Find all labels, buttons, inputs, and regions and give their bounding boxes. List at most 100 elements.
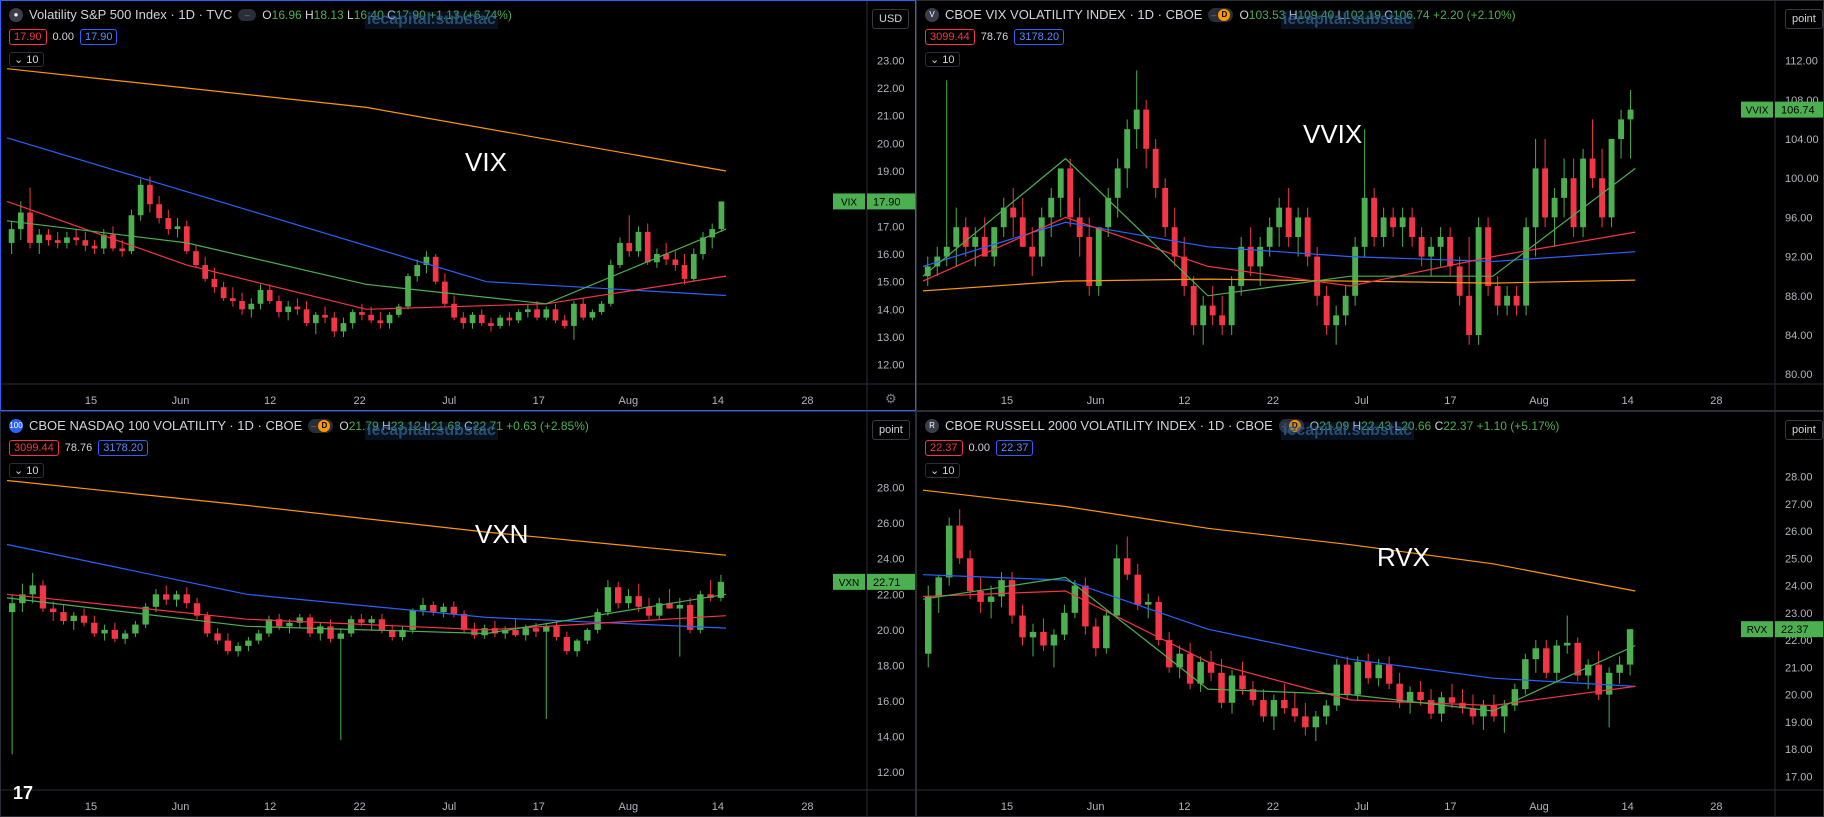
candle-body	[327, 626, 334, 639]
us-flag-icon: ●	[9, 7, 23, 22]
x-tick-label: Aug	[619, 395, 639, 407]
candle-body	[478, 314, 485, 324]
vix-chart-svg[interactable]: 23.0022.0021.0020.0019.0018.0017.0016.00…	[1, 1, 916, 411]
candle-body	[1570, 178, 1577, 228]
legend-title[interactable]: CBOE RUSSELL 2000 VOLATILITY INDEX · 1D …	[945, 418, 1273, 433]
candle-body	[1176, 653, 1183, 668]
candle-body	[1561, 178, 1568, 198]
candle-body	[1522, 659, 1529, 690]
candle-body	[553, 626, 560, 638]
candle-body	[285, 306, 292, 313]
y-tick-label: 26.00	[1785, 526, 1813, 538]
x-tick-label: 14	[712, 395, 724, 407]
gear-icon[interactable]: ⚙	[885, 391, 897, 406]
candle-body	[589, 312, 596, 318]
candle-body	[1504, 295, 1511, 306]
currency-button[interactable]: USD	[872, 9, 910, 29]
collapse-indicators-button[interactable]: ⌄ 10	[9, 52, 44, 67]
candle-body	[1542, 168, 1549, 218]
candle-body	[173, 594, 180, 600]
candle-body	[1428, 246, 1435, 257]
y-tick-label: 96.00	[1785, 212, 1813, 224]
x-tick-label: 28	[1710, 801, 1722, 813]
candle-body	[1418, 237, 1425, 257]
candle-body	[220, 287, 227, 299]
scale-button[interactable]: point	[1785, 420, 1823, 440]
y-tick-label: 12.00	[877, 360, 905, 372]
eye-icon[interactable]: –	[238, 8, 257, 21]
legend-title[interactable]: Volatility S&P 500 Index · 1D · TVC	[29, 7, 233, 22]
y-tick-label: 20.00	[877, 138, 905, 150]
candle-body	[36, 234, 43, 243]
d-badge[interactable]: – D	[308, 418, 334, 433]
candle-body	[1469, 708, 1477, 717]
candle-body	[972, 237, 979, 247]
candle-body	[1466, 295, 1473, 335]
legend-title[interactable]: CBOE NASDAQ 100 VOLATILITY · 1D · CBOE	[29, 418, 303, 433]
candle-body	[1057, 168, 1064, 198]
watermark: iecapital.substac	[365, 11, 498, 29]
candle-body	[626, 242, 633, 252]
candle-body	[50, 608, 57, 613]
candle-body	[1124, 129, 1131, 169]
x-tick-label: 17	[533, 395, 545, 407]
candle-body	[1390, 217, 1397, 228]
candle-body	[276, 301, 282, 313]
x-tick-label: 22	[1267, 801, 1279, 813]
candle-body	[700, 237, 706, 254]
candle-body	[1040, 631, 1047, 646]
moving-average-line-1	[922, 278, 1636, 292]
scale-button[interactable]: point	[1785, 9, 1823, 29]
candle-body	[1285, 207, 1292, 237]
candle-body	[481, 628, 488, 636]
candle-body	[1618, 119, 1625, 139]
chart-pane-rvx[interactable]: 28.00 27.00 26.00 25.00 24.00 23.00 22.00 21.00…	[916, 411, 1824, 817]
chevron-down-icon: ⌄	[14, 54, 27, 66]
legend-title[interactable]: CBOE VIX VOLATILITY INDEX · 1D · CBOE	[945, 7, 1203, 22]
price-tag-name: RVX	[1747, 625, 1768, 636]
candle-body	[1456, 266, 1463, 296]
candle-body	[451, 303, 457, 318]
candle-body	[987, 596, 995, 602]
candle-body	[1291, 708, 1299, 717]
y-tick-label: 27.00	[1785, 499, 1813, 511]
collapse-indicators-button[interactable]: ⌄ 10	[925, 52, 960, 67]
chart-pane-vxn[interactable]: 28.00 26.00 24.00 22.00 20.00 18.00 16.00 14.00…	[0, 411, 916, 817]
candle-body	[1029, 631, 1037, 638]
chart-pane-vvix[interactable]: 112.00 108.00 104.00 100.00 96.00 92.00 88.00 8…	[916, 0, 1824, 411]
candle-body	[110, 234, 116, 249]
candle-body	[340, 323, 347, 332]
candle-body	[347, 619, 355, 634]
price-tag-name: VXN	[839, 578, 860, 589]
candle-body	[409, 610, 416, 630]
y-tick-label: 80.00	[1785, 369, 1813, 381]
candle-body	[294, 306, 301, 310]
chart-pane-vix[interactable]: 23.0022.0021.0020.0019.0018.0017.0016.00…	[0, 0, 916, 411]
rvx-chart-svg[interactable]: 28.00 27.00 26.00 25.00 24.00 23.00 22.00 21.00…	[917, 412, 1824, 817]
candle-body	[584, 629, 591, 641]
collapse-indicators-button[interactable]: ⌄ 10	[925, 463, 960, 478]
candle-body	[1616, 664, 1623, 673]
scale-button[interactable]: point	[872, 420, 910, 440]
x-tick-label: Jul	[442, 801, 456, 813]
candle-body	[460, 613, 468, 630]
candle-body	[1270, 700, 1278, 717]
x-tick-label: 15	[1001, 801, 1013, 813]
vxn-chart-svg[interactable]: 28.00 26.00 24.00 22.00 20.00 18.00 16.00 14.00…	[1, 412, 916, 817]
vvix-chart-svg[interactable]: 112.00108.00104.00100.0096.0092.0088.008…	[917, 1, 1824, 411]
price-tag-name: VVIX	[1746, 106, 1769, 117]
candle-body	[121, 633, 129, 639]
y-tick-label: 24.00	[1785, 581, 1813, 593]
candle-body	[60, 612, 67, 621]
d-badge[interactable]: – D	[1208, 7, 1234, 22]
candle-body	[378, 619, 386, 630]
chevron-down-icon: ⌄	[14, 465, 27, 477]
r-icon: R	[925, 418, 939, 433]
indicator-values: 3099.44 78.76 3178.20	[9, 440, 149, 456]
d-badge[interactable]: – D	[1278, 418, 1304, 433]
y-tick-label: 21.00	[1785, 662, 1813, 674]
candle-body	[956, 525, 963, 559]
collapse-indicators-button[interactable]: ⌄ 10	[9, 463, 44, 478]
ohlc-values: O21.79 H23.12 L21.63 C22.71 +0.63 (+2.85…	[339, 418, 589, 433]
y-tick-label: 23.00	[1785, 608, 1813, 620]
